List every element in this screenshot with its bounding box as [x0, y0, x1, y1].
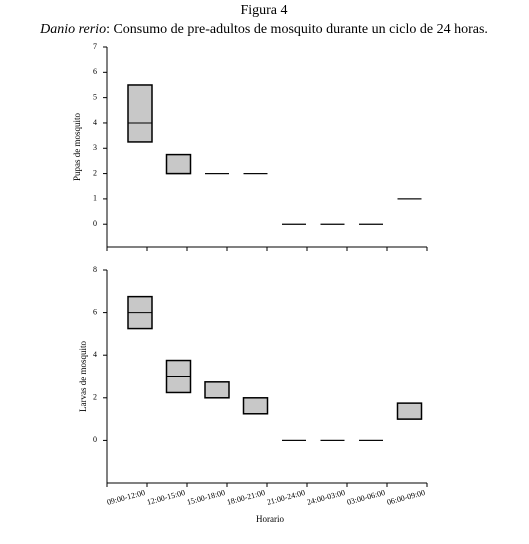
- box: [396, 402, 423, 420]
- x-axis-label: Horario: [256, 514, 284, 524]
- x-tick-label: 06:00-09:00: [386, 488, 426, 507]
- x-tick-label: 09:00-12:00: [106, 488, 146, 507]
- y-tick-label: 4: [93, 350, 97, 359]
- y-tick-label: 6: [93, 67, 97, 76]
- y-tick-label: 8: [93, 265, 97, 274]
- y-tick-label: 1: [93, 194, 97, 203]
- box: [242, 397, 269, 415]
- x-tick-label: 12:00-15:00: [146, 488, 186, 507]
- y-tick-label: 7: [93, 42, 97, 51]
- y-axis-label: Larvas de mosquito: [78, 341, 88, 412]
- y-tick-label: 4: [93, 118, 97, 127]
- figure-subtitle: Danio rerio: Consumo de pre-adultos de m…: [39, 22, 488, 37]
- x-tick-label: 15:00-18:00: [186, 488, 226, 507]
- y-axis-label: Pupas de mosquito: [72, 113, 82, 182]
- y-tick-label: 2: [93, 393, 97, 402]
- x-tick-label: 03:00-06:00: [346, 488, 386, 507]
- x-tick-label: 21:00-24:00: [266, 488, 306, 507]
- y-tick-label: 5: [93, 92, 97, 101]
- figure-title: Figura 4: [240, 3, 287, 18]
- y-tick-label: 2: [93, 168, 97, 177]
- y-tick-label: 0: [93, 435, 97, 444]
- y-tick-label: 3: [93, 143, 97, 152]
- y-tick-label: 0: [93, 219, 97, 228]
- x-tick-label: 24:00-03:00: [306, 488, 346, 507]
- subtitle-text: : Consumo de pre-adultos de mosquito dur…: [106, 22, 488, 37]
- box: [127, 84, 153, 143]
- y-tick-label: 6: [93, 307, 97, 316]
- box: [204, 381, 230, 399]
- species: Danio rerio: [39, 22, 106, 37]
- x-tick-label: 18:00-21:00: [226, 488, 266, 507]
- box: [165, 153, 192, 175]
